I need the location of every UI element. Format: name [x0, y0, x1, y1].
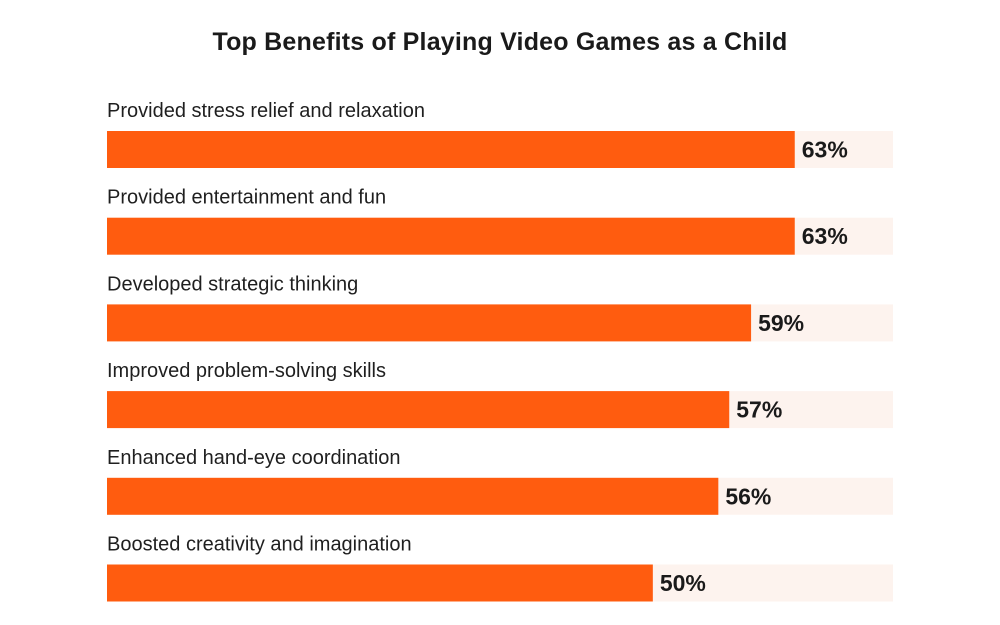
chart-title: Top Benefits of Playing Video Games as a… — [212, 28, 788, 56]
value-label: 56% — [725, 483, 771, 509]
value-label: 50% — [660, 570, 706, 596]
value-label: 63% — [802, 137, 848, 163]
bar — [107, 564, 653, 602]
bar — [107, 391, 730, 429]
category-label: Enhanced hand-eye coordination — [107, 447, 401, 469]
bar — [107, 131, 795, 168]
category-label: Provided entertainment and fun — [107, 187, 386, 209]
bar — [107, 477, 719, 515]
value-label: 59% — [758, 310, 804, 336]
bar — [107, 304, 752, 342]
category-label: Improved problem-solving skills — [107, 360, 386, 382]
category-label: Provided stress relief and relaxation — [107, 100, 425, 122]
value-label: 57% — [736, 397, 782, 423]
category-label: Developed strategic thinking — [107, 273, 358, 295]
value-label: 63% — [802, 223, 848, 249]
bar — [107, 217, 795, 255]
category-label: Boosted creativity and imagination — [107, 534, 412, 556]
